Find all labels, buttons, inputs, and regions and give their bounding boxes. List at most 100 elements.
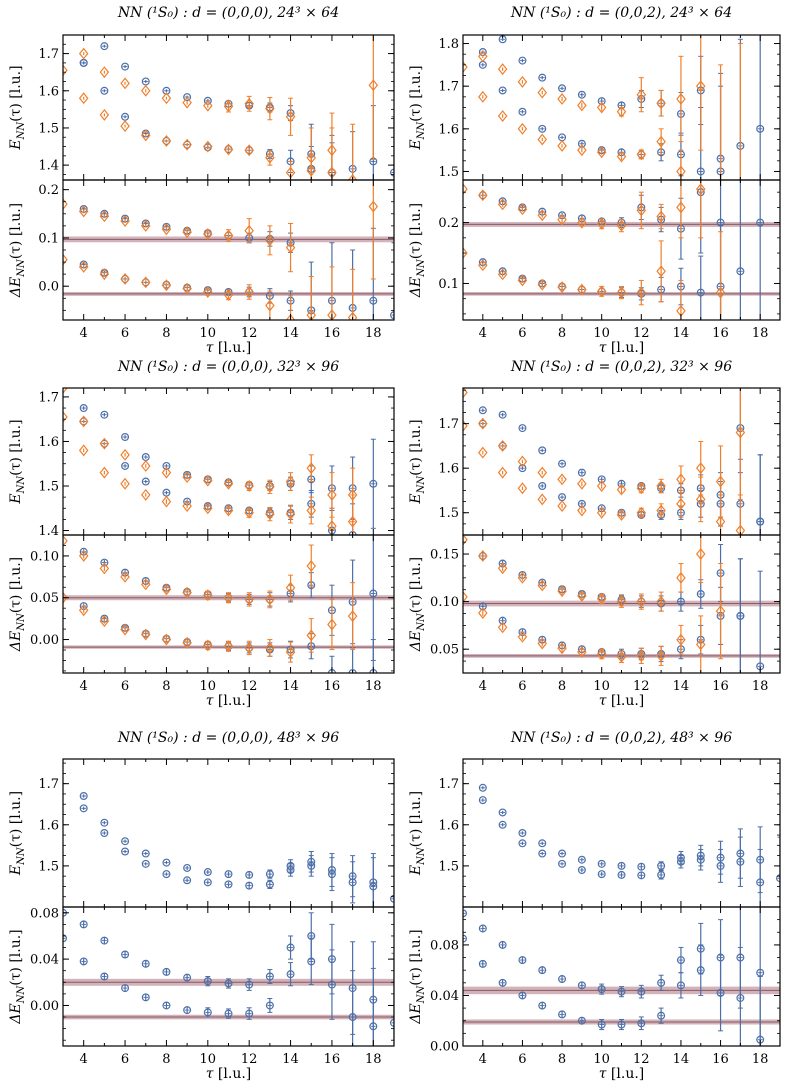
data-point	[265, 299, 275, 312]
y-tick-label: 0.2	[438, 216, 459, 231]
top-panel: 1.5 1.6 1.7 ENN(τ) [l.u.]	[8, 758, 395, 908]
data-point	[390, 311, 394, 320]
data-point	[478, 50, 488, 63]
data-point	[537, 637, 548, 650]
data-point	[100, 818, 109, 827]
data-point	[203, 140, 213, 153]
data-point	[577, 855, 586, 864]
data-point	[161, 223, 172, 236]
y-tick-label: 0.15	[430, 548, 459, 563]
x-axis-label-unit: [l.u.]	[213, 693, 251, 709]
data-point	[517, 630, 528, 643]
y-tick-label: 0.2	[38, 183, 59, 198]
x-tick-label: 18	[752, 1052, 769, 1067]
data-point	[223, 288, 234, 301]
data-point	[203, 589, 213, 602]
y-axis-label-subscript: NN	[416, 846, 427, 866]
x-axis-label-unit: [l.u.]	[213, 1066, 251, 1082]
series-blue-upper	[79, 791, 394, 907]
y-axis-label: ΔENN(τ) [l.u.]	[8, 557, 27, 652]
data-point	[656, 265, 666, 278]
data-point	[735, 524, 746, 535]
data-point	[518, 424, 527, 433]
x-tick-label: 18	[752, 679, 769, 694]
chart-title: NN (¹S₀) : d = (0,0,2), 32³ × 96	[510, 359, 732, 375]
data-point	[577, 504, 587, 517]
data-point	[265, 1001, 274, 1010]
data-point	[735, 426, 746, 439]
data-point	[597, 475, 606, 484]
data-point	[478, 783, 487, 792]
y-axis-label: ENN(τ) [l.u.]	[8, 791, 27, 876]
y-tick-label: 1.5	[438, 859, 459, 874]
y-tick-label: 0.08	[30, 906, 59, 921]
x-tick-label: 16	[324, 326, 341, 341]
data-point	[285, 508, 296, 521]
data-point	[537, 86, 548, 99]
data-point	[676, 857, 685, 866]
data-point	[478, 796, 487, 805]
y-tick-label: 0.00	[30, 633, 59, 648]
series-orange-lower	[463, 590, 706, 673]
data-point	[140, 84, 151, 97]
x-tick-label: 16	[712, 326, 729, 341]
y-tick-label: 1.5	[438, 165, 459, 180]
axes-frame	[62, 906, 395, 1047]
data-point	[736, 857, 745, 866]
data-point	[637, 1019, 646, 1028]
data-point	[715, 605, 726, 618]
x-tick-label: 10	[200, 326, 217, 341]
plot-area	[463, 35, 765, 180]
data-point	[265, 151, 275, 164]
y-axis-label-subscript: NN	[16, 258, 27, 278]
chart-2: NN (¹S₀) : d = (0,0,2), 24³ × 641.51.61.…	[408, 5, 781, 356]
data-point	[657, 978, 666, 987]
data-point	[518, 839, 527, 848]
data-point	[182, 471, 192, 484]
data-point	[636, 148, 647, 161]
data-point	[182, 96, 192, 109]
data-point	[696, 966, 705, 975]
data-point	[306, 309, 317, 320]
data-point	[265, 234, 275, 247]
data-point	[285, 241, 296, 254]
y-axis-label-symbol: E	[8, 493, 24, 504]
data-point	[716, 861, 725, 870]
series-orange-lower	[63, 410, 358, 535]
data-point	[695, 493, 706, 506]
series-blue-lower	[79, 417, 357, 535]
series-orange-upper	[463, 180, 706, 239]
data-point	[577, 99, 587, 112]
data-point	[182, 226, 192, 239]
data-point	[696, 855, 705, 864]
data-point	[223, 640, 234, 653]
data-point	[63, 591, 68, 604]
data-point	[577, 468, 586, 477]
data-point	[676, 981, 685, 990]
y-tick-label: 0.04	[430, 989, 459, 1004]
data-point	[538, 124, 547, 133]
data-point	[616, 286, 627, 299]
data-point	[538, 1001, 547, 1010]
data-point	[577, 144, 587, 157]
series-blue-upper	[79, 42, 394, 180]
data-point	[121, 847, 130, 856]
data-point	[557, 213, 567, 226]
data-point	[78, 444, 89, 457]
data-point	[557, 281, 567, 294]
y-axis-label-subscript: NN	[416, 121, 427, 141]
x-tick-label: 4	[479, 679, 487, 694]
y-axis-label-subscript: NN	[16, 985, 27, 1005]
data-point	[285, 475, 296, 488]
data-point	[676, 93, 686, 105]
x-axis-label-symbol: τ	[599, 340, 607, 356]
data-point	[656, 210, 666, 223]
data-point	[286, 865, 295, 874]
data-point	[656, 97, 666, 110]
data-point	[538, 482, 547, 491]
data-point	[347, 610, 358, 623]
data-point	[161, 466, 172, 479]
data-point	[577, 1016, 586, 1025]
data-point	[657, 870, 666, 879]
y-axis-label: ENN(τ) [l.u.]	[408, 791, 427, 876]
